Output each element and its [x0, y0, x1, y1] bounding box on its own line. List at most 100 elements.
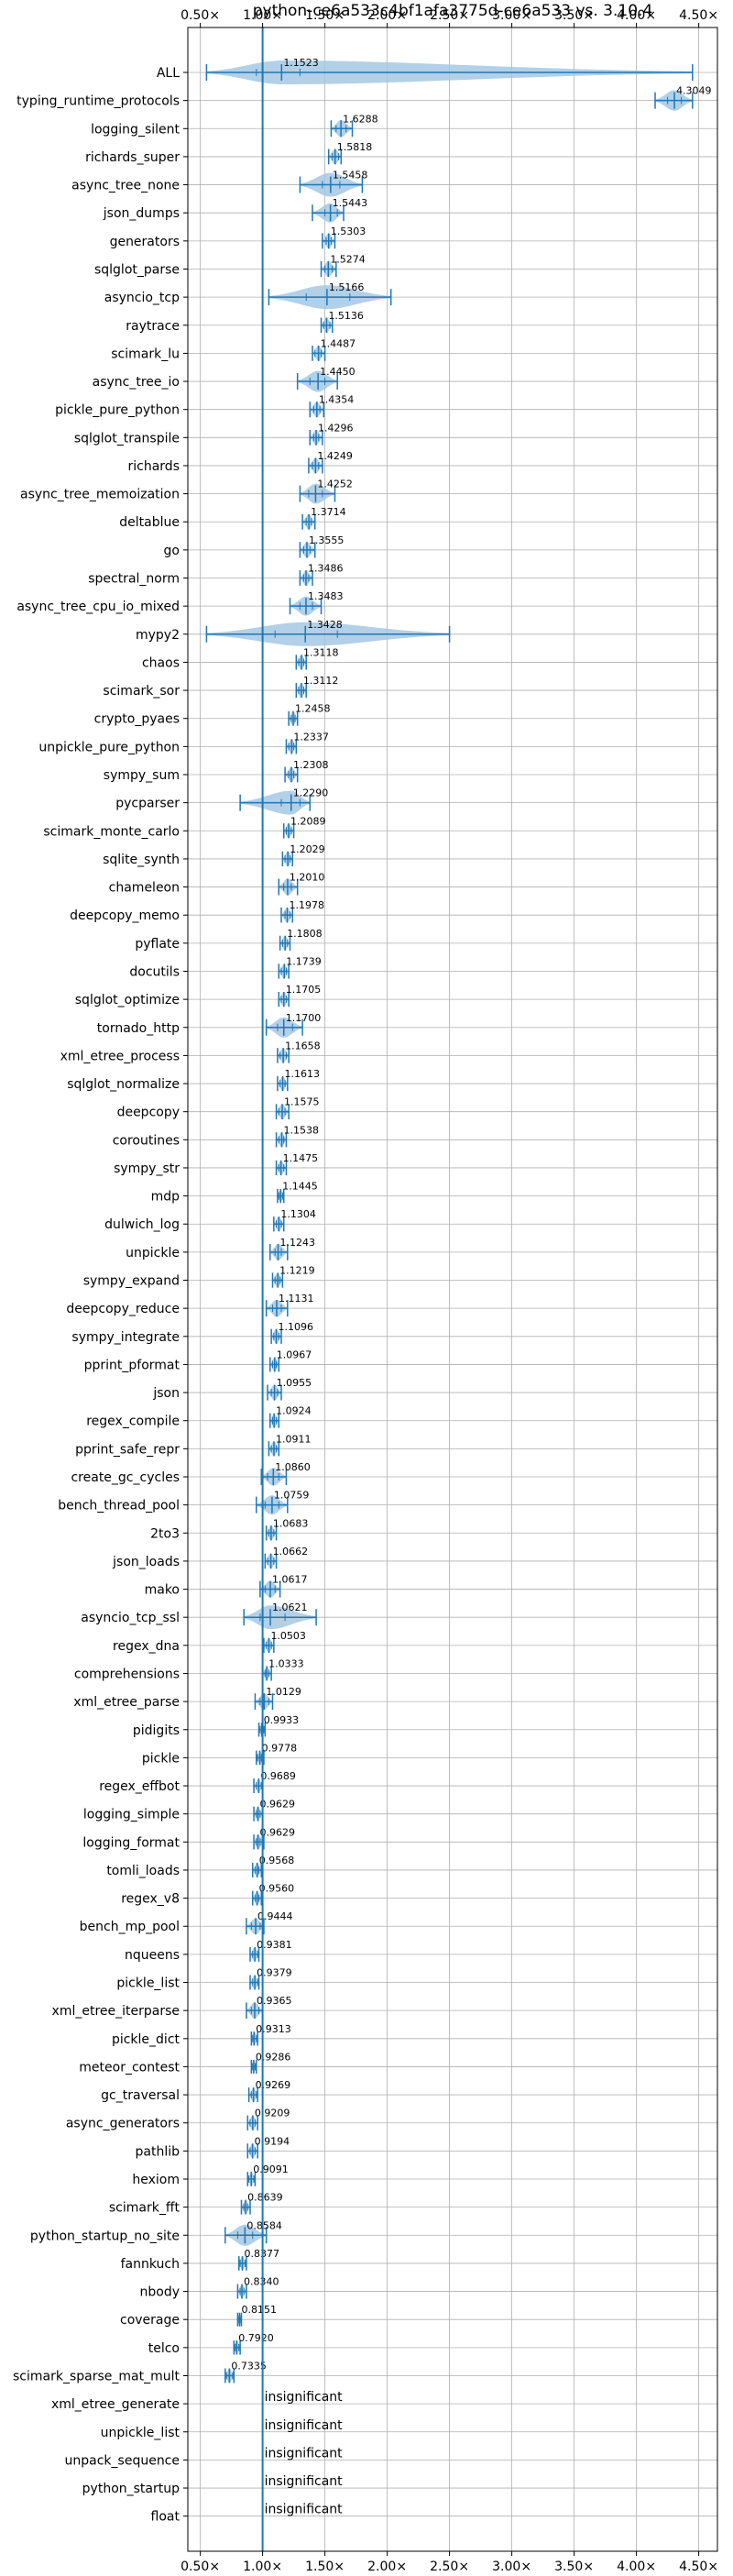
category-label: deepcopy_memo [70, 908, 180, 923]
category-label: json [152, 1386, 180, 1401]
category-label: asyncio_tcp_ssl [81, 1611, 180, 1625]
plot-frame [187, 27, 718, 2552]
value-label: 1.0924 [276, 1405, 312, 1417]
benchmark-row: unpickle_list insignificant [101, 2418, 717, 2440]
benchmark-row: go 1.3555 [164, 534, 717, 558]
value-label: 1.2029 [290, 843, 325, 855]
value-label: 1.1705 [286, 984, 322, 996]
benchmark-row: raytrace 1.5136 [126, 310, 717, 334]
benchmark-row: async_tree_memoization 1.4252 [20, 479, 717, 504]
value-label: 1.3118 [303, 646, 339, 658]
benchmark-row: pickle_pure_python 1.4354 [55, 394, 717, 418]
value-label: 1.0621 [272, 1602, 308, 1613]
benchmark-row: typing_runtime_protocols 4.3049 [16, 85, 717, 111]
value-label: 0.9568 [259, 1855, 295, 1866]
value-label: 4.3049 [676, 85, 712, 97]
benchmark-row: pprint_pformat 1.0967 [84, 1349, 717, 1372]
category-label: xml_etree_generate [51, 2397, 180, 2412]
category-label: fannkuch [121, 2257, 180, 2272]
category-label: dulwich_log [104, 1217, 180, 1232]
value-label: 1.4252 [317, 479, 353, 490]
benchmark-row: async_tree_cpu_io_mixed 1.3483 [16, 590, 717, 616]
benchmark-row: sqlglot_parse 1.5274 [94, 253, 717, 277]
insignificant-label: insignificant [265, 2503, 344, 2517]
benchmark-row: crypto_pyaes 1.2458 [94, 703, 717, 727]
benchmark-row: sqlite_synth 1.2029 [103, 843, 717, 867]
category-label: async_generators [66, 2117, 180, 2131]
category-label: async_tree_memoization [20, 488, 180, 502]
benchmark-row: xml_etree_iterparse 0.9365 [52, 1995, 717, 2019]
benchmark-row: create_gc_cycles 1.0860 [71, 1461, 717, 1486]
value-label: 0.9313 [256, 2023, 291, 2035]
benchmark-row: sqlglot_transpile 1.4296 [74, 422, 717, 446]
value-label: 1.1096 [279, 1321, 314, 1333]
value-label: 1.1475 [283, 1152, 319, 1164]
category-label: pidigits [133, 1723, 180, 1738]
category-label: richards [128, 459, 181, 474]
bottom-tick-label: 2.00× [367, 2559, 407, 2574]
category-label: async_tree_none [71, 179, 180, 193]
benchmark-row: deepcopy 1.1575 [117, 1096, 717, 1120]
category-label: chameleon [109, 881, 180, 896]
value-label: 0.9560 [259, 1883, 295, 1895]
value-label: 0.9365 [257, 1995, 292, 2007]
category-label: asyncio_tcp [104, 291, 180, 305]
value-label: 0.9269 [256, 2079, 291, 2091]
value-label: 0.9689 [260, 1770, 296, 1782]
bottom-tick-label: 4.50× [679, 2559, 718, 2574]
value-label: 0.9194 [255, 2135, 290, 2147]
category-label: logging_silent [91, 122, 180, 137]
value-label: 1.0333 [268, 1657, 304, 1669]
value-label: 1.1700 [286, 1012, 322, 1024]
value-label: 0.9629 [260, 1826, 296, 1838]
top-tick-label: 2.00× [367, 8, 407, 23]
value-label: 0.9381 [257, 1939, 292, 1951]
benchmark-row: pyflate 1.1808 [135, 928, 717, 952]
value-label: 0.9091 [253, 2163, 289, 2175]
value-label: 1.1739 [286, 955, 322, 967]
benchmark-row: bench_thread_pool 1.0759 [58, 1490, 717, 1515]
benchmark-row: unpack_sequence insignificant [65, 2446, 717, 2468]
benchmark-row: logging_silent 1.6288 [91, 113, 717, 138]
category-label: typing_runtime_protocols [16, 94, 180, 109]
category-label: sqlglot_optimize [75, 993, 180, 1007]
category-label: sqlite_synth [103, 853, 180, 867]
top-tick-label: 4.50× [679, 8, 718, 23]
benchmark-row: docutils 1.1739 [129, 955, 717, 979]
value-label: 1.5458 [333, 170, 368, 182]
value-label: 1.4354 [319, 394, 355, 406]
value-label: 1.0860 [275, 1461, 311, 1473]
category-label: gc_traversal [101, 2088, 180, 2103]
value-label: 1.1445 [282, 1181, 318, 1193]
benchmark-row: json_loads 1.0662 [112, 1546, 717, 1569]
bottom-tick-label: 2.50× [430, 2559, 469, 2574]
category-label: comprehensions [74, 1667, 180, 1681]
benchmark-row: 2to3 1.0683 [150, 1517, 717, 1541]
benchmark-row: logging_simple 0.9629 [83, 1799, 717, 1822]
top-tick-label: 2.50× [430, 8, 469, 23]
category-label: sympy_expand [83, 1274, 180, 1289]
category-label: unpickle_pure_python [38, 740, 180, 754]
value-label: 1.1575 [284, 1096, 320, 1108]
value-label: 1.0683 [273, 1517, 309, 1529]
category-label: pickle [142, 1751, 180, 1766]
benchmark-row: comprehensions 1.0333 [74, 1657, 717, 1681]
bottom-tick-label: 1.00× [243, 2559, 282, 2574]
category-label: coroutines [113, 1133, 180, 1148]
chart-title: python-ce6a533c4bf1afa3775d-ce6a533 vs. … [253, 2, 653, 20]
benchmark-row: scimark_monte_carlo 1.2089 [43, 815, 717, 839]
category-label: logging_simple [83, 1808, 180, 1822]
benchmark-row: sympy_integrate 1.1096 [71, 1321, 717, 1345]
benchmark-row: unpickle 1.1243 [126, 1237, 717, 1260]
value-label: 0.9778 [262, 1742, 298, 1754]
value-label: 1.1219 [279, 1265, 315, 1277]
category-label: float [151, 2510, 181, 2525]
value-label: 1.2290 [293, 787, 329, 799]
value-label: 1.5274 [330, 253, 366, 265]
benchmark-row: sqlglot_normalize 1.1613 [67, 1068, 717, 1092]
value-label: 1.3555 [309, 534, 345, 546]
category-label: docutils [129, 964, 180, 979]
category-label: pycparser [115, 797, 180, 811]
category-label: json_dumps [103, 206, 180, 221]
benchmark-row: spectral_norm 1.3486 [88, 563, 717, 587]
